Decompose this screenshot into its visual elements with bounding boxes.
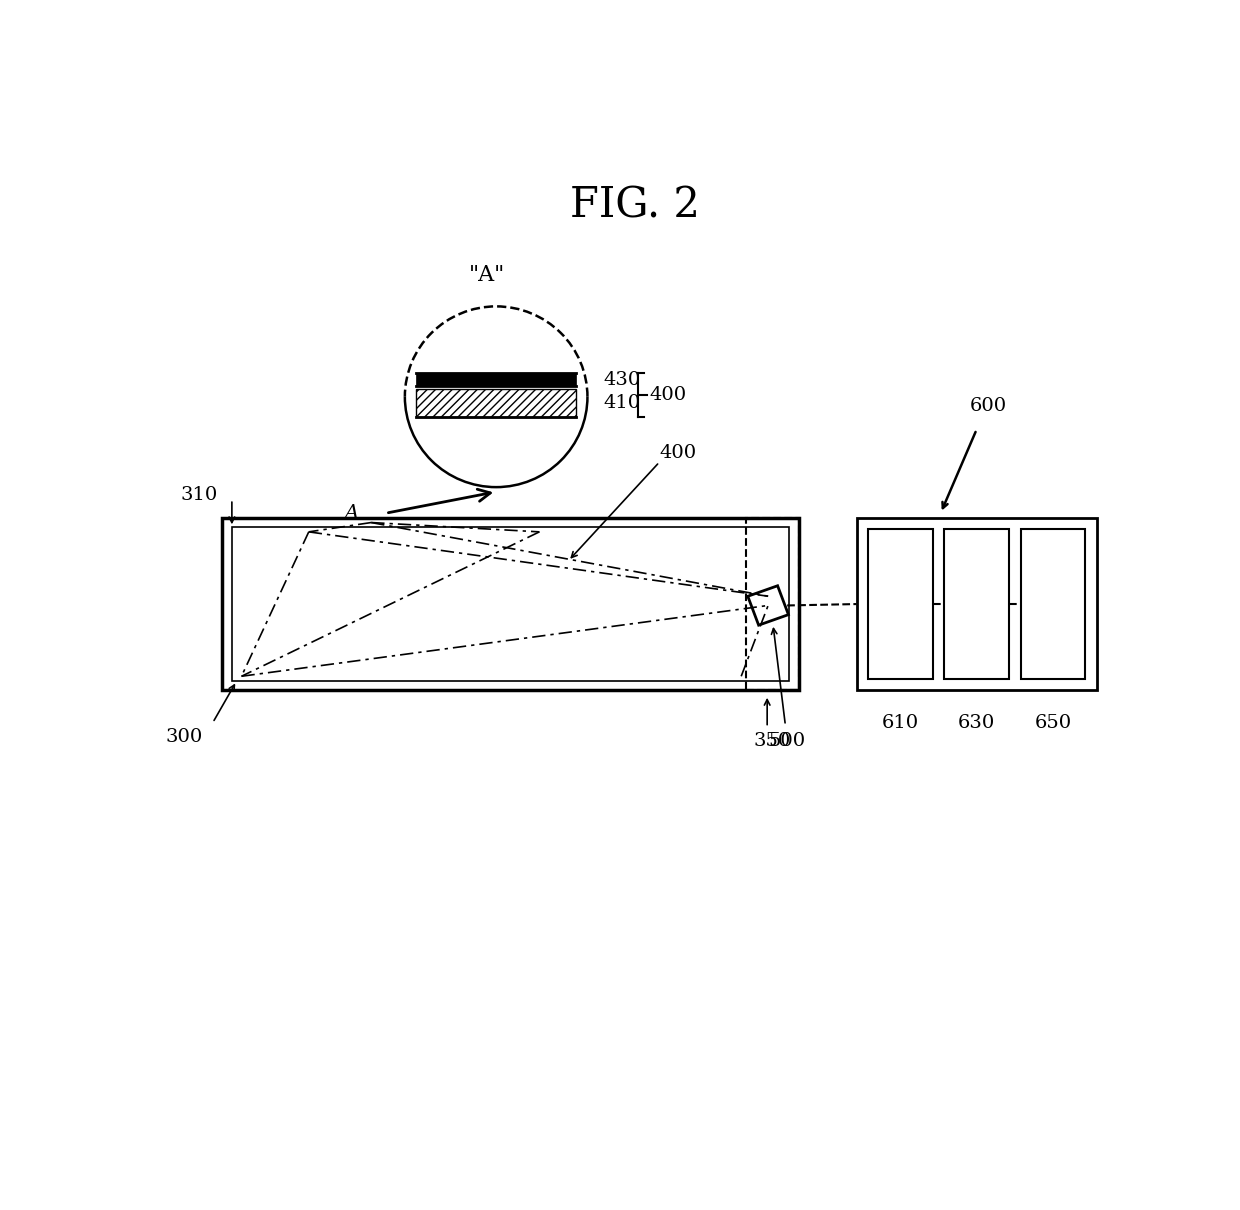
Bar — [222, 518, 799, 690]
Text: A: A — [345, 505, 360, 523]
Bar — [857, 518, 1096, 690]
Text: 650: 650 — [1034, 714, 1071, 732]
Text: 430: 430 — [604, 370, 641, 388]
Bar — [945, 529, 1009, 679]
Text: 610: 610 — [882, 714, 919, 732]
Text: 500: 500 — [769, 732, 806, 750]
Text: 400: 400 — [660, 444, 697, 462]
Text: 600: 600 — [970, 397, 1007, 415]
Bar — [1021, 529, 1085, 679]
Text: "A": "A" — [469, 264, 505, 286]
Bar — [415, 390, 577, 417]
Polygon shape — [748, 586, 789, 626]
Bar — [746, 518, 799, 690]
Text: 350: 350 — [754, 732, 791, 750]
Bar — [868, 529, 932, 679]
Text: FIG. 2: FIG. 2 — [570, 185, 701, 226]
Text: 400: 400 — [650, 386, 687, 404]
Text: 630: 630 — [959, 714, 996, 732]
Text: 410: 410 — [604, 394, 641, 413]
Bar — [415, 374, 577, 386]
Bar — [232, 528, 789, 681]
Text: 300: 300 — [165, 728, 202, 745]
Text: 310: 310 — [180, 485, 217, 503]
